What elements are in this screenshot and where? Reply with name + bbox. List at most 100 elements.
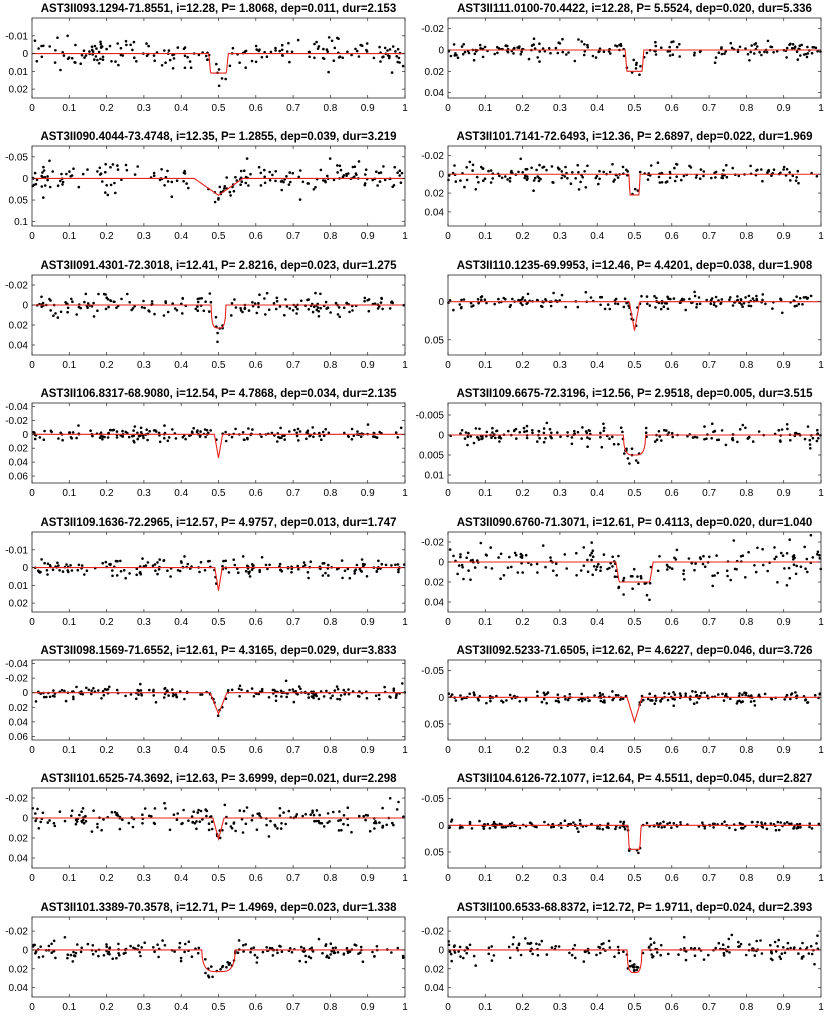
data-point xyxy=(749,50,752,54)
data-point xyxy=(99,431,103,435)
data-point xyxy=(354,47,357,51)
data-point xyxy=(224,559,227,562)
data-point xyxy=(183,172,187,176)
x-tick-label: 0.6 xyxy=(249,360,263,371)
data-point xyxy=(42,695,46,699)
data-point xyxy=(346,50,349,54)
data-point xyxy=(744,953,748,956)
x-tick-label: 0.2 xyxy=(100,360,114,371)
data-point xyxy=(317,697,321,701)
data-point xyxy=(305,437,308,441)
data-point xyxy=(574,956,577,959)
data-point xyxy=(119,46,123,50)
data-point xyxy=(583,43,586,46)
data-point xyxy=(708,555,711,558)
data-point xyxy=(797,182,800,185)
data-point xyxy=(147,44,150,48)
data-point xyxy=(529,562,533,566)
data-point xyxy=(144,563,148,567)
data-point xyxy=(37,827,41,830)
data-point xyxy=(330,39,334,43)
data-point xyxy=(478,820,481,823)
data-point xyxy=(678,55,681,58)
data-point xyxy=(799,946,802,950)
data-point xyxy=(145,42,148,45)
data-point xyxy=(648,581,652,584)
data-point xyxy=(247,309,251,312)
data-point xyxy=(573,59,577,63)
data-point xyxy=(488,827,492,830)
x-tick-label: 0.5 xyxy=(628,617,642,628)
data-point xyxy=(744,575,747,579)
x-tick-label: 0.9 xyxy=(777,488,791,499)
x-tick-label: 0.1 xyxy=(62,617,76,628)
data-point xyxy=(560,293,564,297)
data-point xyxy=(536,56,539,59)
data-point xyxy=(541,47,545,50)
x-tick-label: 0.2 xyxy=(100,745,114,756)
data-point xyxy=(248,569,251,573)
data-point xyxy=(102,693,106,697)
data-point xyxy=(184,437,187,441)
y-tick-label: -0.02 xyxy=(5,674,28,685)
data-point xyxy=(506,565,510,569)
data-point xyxy=(227,962,231,966)
x-tick-label: 0 xyxy=(29,1002,35,1013)
data-point xyxy=(710,177,713,180)
data-point xyxy=(257,49,261,53)
data-point xyxy=(508,180,512,183)
data-point xyxy=(84,54,88,57)
data-point xyxy=(538,60,541,63)
data-point xyxy=(255,48,258,51)
data-point xyxy=(244,66,247,69)
data-point xyxy=(497,47,501,50)
y-tick-label: -0.05 xyxy=(421,666,444,677)
data-point xyxy=(543,50,547,53)
data-point xyxy=(663,429,666,432)
data-point xyxy=(98,166,102,170)
data-point xyxy=(278,807,282,810)
data-point xyxy=(210,827,214,831)
data-point xyxy=(51,694,55,698)
data-point xyxy=(255,955,259,959)
data-point xyxy=(117,942,120,945)
data-point xyxy=(60,688,64,692)
data-point xyxy=(107,305,110,309)
x-tick-label: 0.3 xyxy=(137,617,151,628)
data-point xyxy=(741,693,744,696)
data-point xyxy=(331,694,334,697)
data-point xyxy=(317,314,321,318)
data-point xyxy=(467,432,470,435)
x-tick-label: 0.7 xyxy=(702,1002,716,1013)
data-point xyxy=(41,954,45,958)
data-point xyxy=(396,47,400,51)
data-point xyxy=(815,439,819,443)
data-point xyxy=(525,424,529,428)
data-point xyxy=(241,554,245,558)
data-point xyxy=(163,802,166,805)
data-point xyxy=(156,560,159,564)
data-point xyxy=(525,175,529,179)
data-point xyxy=(622,54,626,58)
data-point xyxy=(133,173,137,177)
data-point xyxy=(192,810,195,814)
data-point xyxy=(521,303,524,306)
data-point xyxy=(769,943,772,947)
data-point xyxy=(373,302,377,305)
data-point xyxy=(790,47,794,50)
x-tick-label: 0.1 xyxy=(478,745,492,756)
data-point xyxy=(250,819,254,822)
data-point xyxy=(698,177,702,181)
data-point xyxy=(666,50,670,53)
data-point xyxy=(381,55,384,59)
data-point xyxy=(181,297,184,300)
data-point xyxy=(622,305,626,308)
data-point xyxy=(748,59,751,62)
data-point xyxy=(739,942,743,946)
data-point xyxy=(615,45,619,48)
data-point xyxy=(198,570,201,573)
data-point xyxy=(136,437,139,441)
data-point xyxy=(260,555,264,559)
data-point xyxy=(373,827,376,831)
data-point xyxy=(96,309,99,312)
